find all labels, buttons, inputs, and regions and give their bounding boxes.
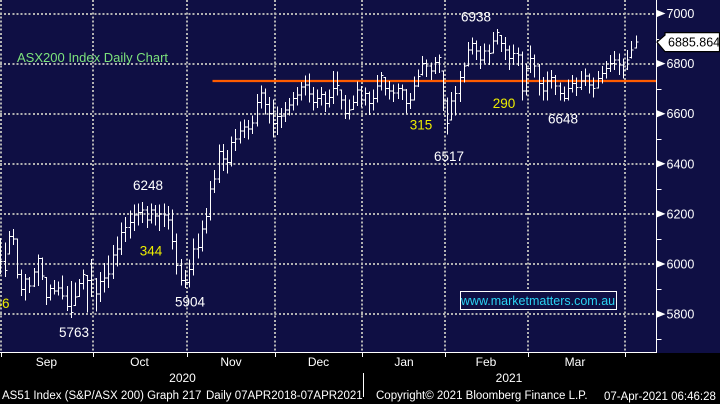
svg-text:Daily 07APR2018-07APR2021: Daily 07APR2018-07APR2021	[206, 390, 363, 402]
svg-text:AS51 Index (S&P/ASX 200) Graph: AS51 Index (S&P/ASX 200) Graph 217	[2, 390, 201, 402]
svg-text:6885.864: 6885.864	[668, 36, 720, 50]
svg-text:6400: 6400	[667, 157, 695, 171]
svg-text:315: 315	[410, 118, 433, 133]
svg-text:6800: 6800	[667, 57, 695, 71]
svg-text:Oct: Oct	[130, 355, 149, 369]
svg-text:290: 290	[493, 96, 516, 111]
svg-text:2020: 2020	[169, 371, 196, 385]
svg-text:5904: 5904	[175, 295, 206, 310]
svg-text:Feb: Feb	[476, 355, 497, 369]
svg-text:www.marketmatters.com.au: www.marketmatters.com.au	[460, 294, 615, 308]
svg-text:344: 344	[140, 244, 163, 259]
svg-text:6517: 6517	[434, 149, 464, 164]
svg-text:5800: 5800	[667, 308, 695, 322]
svg-text:6000: 6000	[667, 258, 695, 272]
svg-text:Sep: Sep	[36, 355, 58, 369]
svg-text:6938: 6938	[461, 10, 491, 25]
svg-text:Jan: Jan	[394, 355, 413, 369]
svg-text:ASX200 Index Daily Chart: ASX200 Index Daily Chart	[17, 50, 168, 65]
svg-text:6248: 6248	[133, 178, 163, 193]
svg-text:346: 346	[0, 296, 10, 311]
svg-text:Nov: Nov	[220, 355, 241, 369]
svg-text:Mar: Mar	[565, 355, 586, 369]
svg-text:Dec: Dec	[308, 355, 329, 369]
svg-text:6200: 6200	[667, 207, 695, 221]
svg-text:7000: 7000	[667, 7, 695, 21]
svg-text:5763: 5763	[59, 325, 89, 340]
svg-text:Copyright© 2021 Bloomberg Fina: Copyright© 2021 Bloomberg Finance L.P.	[376, 390, 588, 402]
svg-text:6648: 6648	[548, 112, 578, 127]
svg-text:2021: 2021	[496, 371, 523, 385]
svg-text:6600: 6600	[667, 107, 695, 121]
svg-text:07-Apr-2021 06:46:28: 07-Apr-2021 06:46:28	[604, 391, 716, 403]
